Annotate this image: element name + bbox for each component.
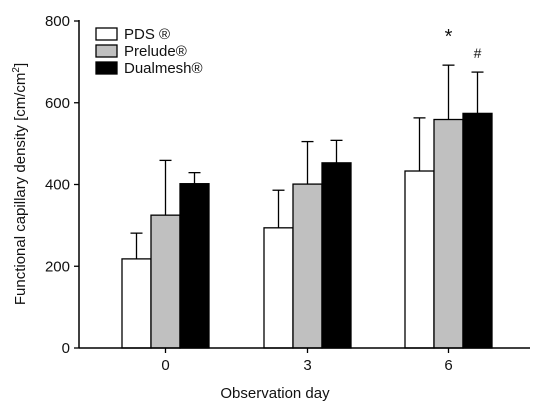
bar-2-0 <box>150 214 181 349</box>
bar-2-3 <box>292 183 323 349</box>
y-tick-label: 0 <box>62 340 70 357</box>
bar-2-6 <box>433 118 464 349</box>
y-tick-label: 200 <box>45 258 70 275</box>
legend-swatch-2 <box>95 44 118 58</box>
plot-area: *# <box>121 26 493 349</box>
x-axis-title: Observation day <box>220 385 330 402</box>
bar-1-3 <box>263 227 294 349</box>
axes: 0 200 400 600 800 0 3 6 <box>45 13 530 374</box>
y-tick-label: 800 <box>45 13 70 30</box>
bar-3-6 <box>462 112 493 349</box>
x-tick-label: 3 <box>303 357 311 374</box>
bar-3-3 <box>321 162 352 349</box>
bar-1-6 <box>404 170 435 349</box>
significance-hash: # <box>474 45 482 61</box>
y-tick-label: 400 <box>45 177 70 194</box>
legend-swatch-3 <box>95 61 118 75</box>
legend-swatch-1 <box>95 27 118 41</box>
y-tick-label: 600 <box>45 95 70 112</box>
significance-star: * <box>445 26 453 48</box>
x-tick-label: 6 <box>444 357 452 374</box>
y-axis-title: Functional capillary density [cm/cm2] <box>11 63 29 305</box>
legend-label-1: PDS ® <box>124 26 170 43</box>
x-tick-label: 0 <box>161 357 169 374</box>
bar-1-0 <box>121 258 152 349</box>
legend-label-2: Prelude® <box>124 43 187 60</box>
bar-3-0 <box>179 183 210 349</box>
legend-label-3: Dualmesh® <box>124 60 203 77</box>
legend: PDS ®Prelude®Dualmesh® <box>95 26 203 77</box>
